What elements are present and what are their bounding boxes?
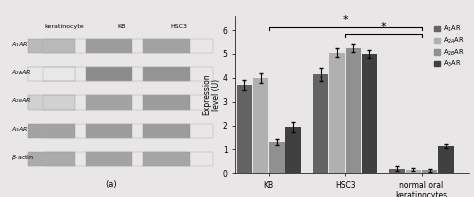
Bar: [438, 146, 454, 173]
Bar: [362, 54, 377, 173]
Bar: [86, 95, 132, 110]
Bar: [28, 124, 75, 138]
Bar: [43, 124, 213, 138]
Bar: [28, 152, 75, 166]
Bar: [390, 169, 405, 173]
Y-axis label: Expression
level (U): Expression level (U): [202, 74, 221, 115]
Text: $\beta$-actin: $\beta$-actin: [11, 153, 34, 162]
Bar: [285, 127, 301, 173]
Text: HSC3: HSC3: [171, 24, 188, 29]
Text: A$_{2B}$AR: A$_{2B}$AR: [11, 96, 32, 105]
Bar: [143, 39, 190, 53]
Bar: [28, 95, 75, 110]
Bar: [313, 74, 328, 173]
Text: *: *: [381, 22, 386, 33]
Text: *: *: [342, 15, 348, 25]
Bar: [422, 170, 438, 173]
Bar: [143, 95, 190, 110]
Bar: [406, 170, 421, 173]
Bar: [86, 124, 132, 138]
Bar: [86, 152, 132, 166]
Bar: [143, 124, 190, 138]
Bar: [253, 78, 268, 173]
Bar: [43, 152, 213, 166]
Legend: A$_1$AR, A$_{2A}$AR, A$_{2B}$AR, A$_3$AR: A$_1$AR, A$_{2A}$AR, A$_{2B}$AR, A$_3$AR: [433, 22, 466, 71]
Bar: [329, 53, 345, 173]
Text: keratinocyte: keratinocyte: [45, 24, 84, 29]
Bar: [143, 152, 190, 166]
Bar: [43, 95, 213, 110]
Bar: [86, 67, 132, 81]
Bar: [43, 67, 213, 81]
Text: A$_1$AR: A$_1$AR: [11, 40, 29, 49]
Text: (a): (a): [105, 180, 117, 189]
Bar: [269, 142, 284, 173]
Text: KB: KB: [118, 24, 126, 29]
Bar: [28, 67, 75, 81]
Bar: [86, 39, 132, 53]
Bar: [43, 39, 213, 53]
Bar: [143, 67, 190, 81]
Text: A$_3$AR: A$_3$AR: [11, 125, 29, 134]
Bar: [28, 39, 75, 53]
Bar: [237, 85, 252, 173]
Text: A$_{2A}$AR: A$_{2A}$AR: [11, 68, 32, 77]
Bar: [346, 48, 361, 173]
